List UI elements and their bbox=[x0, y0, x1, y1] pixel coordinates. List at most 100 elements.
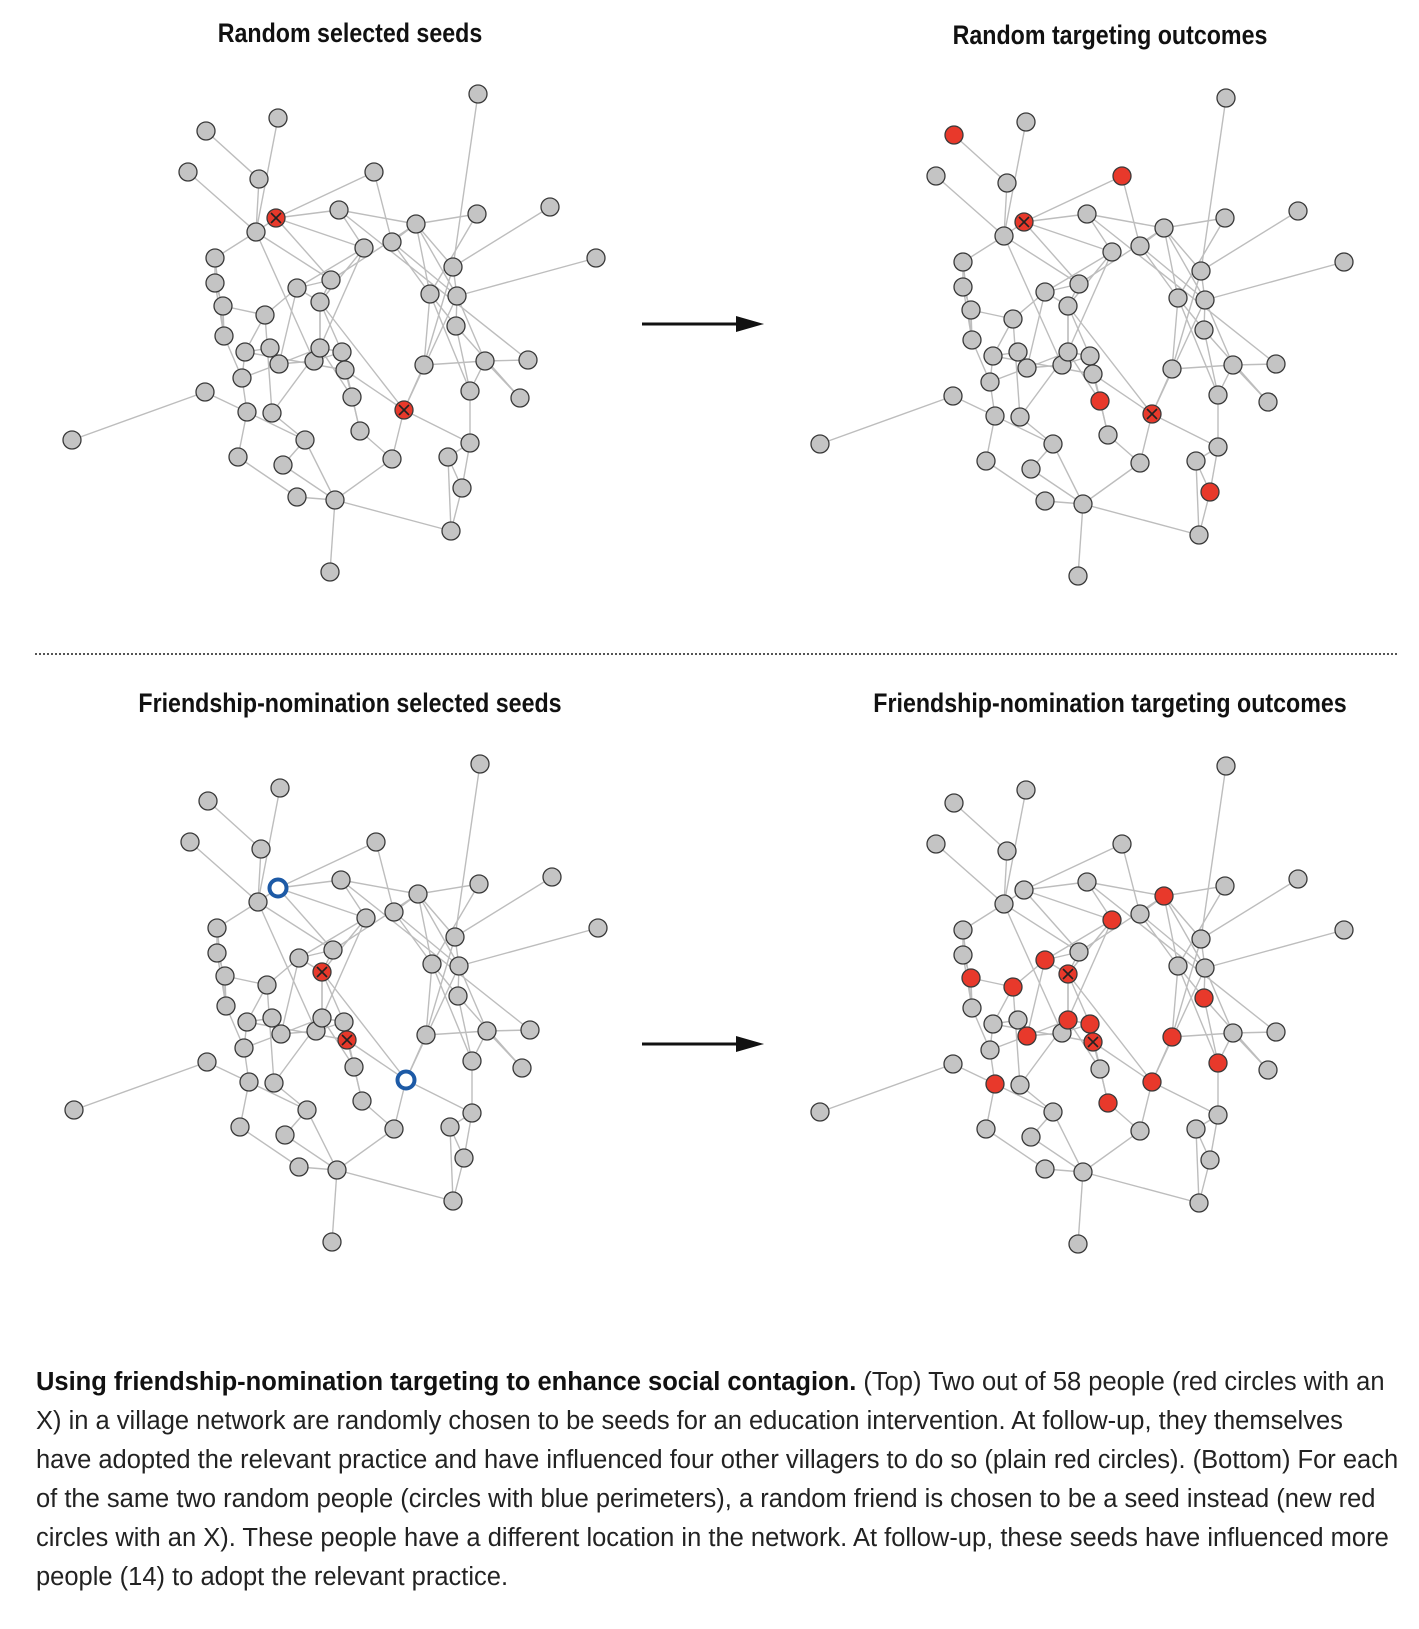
random-outcomes-edge bbox=[1030, 468, 1084, 505]
random-seeds-person-node bbox=[310, 338, 330, 358]
random-outcomes-edge bbox=[985, 460, 1046, 502]
friendship-outcomes-person-node bbox=[943, 1054, 963, 1074]
friendship-outcomes-person-node bbox=[1112, 834, 1132, 854]
friendship-seeds-person-node bbox=[197, 1052, 217, 1072]
random-outcomes-person-node bbox=[1083, 364, 1103, 384]
random-outcomes-person-node bbox=[1010, 407, 1030, 427]
friendship-seeds-person-node bbox=[344, 1057, 364, 1077]
friendship-outcomes-edge bbox=[935, 843, 1005, 905]
random-seeds-edge bbox=[205, 130, 260, 180]
random-seeds-person-node bbox=[287, 487, 307, 507]
friendship-outcomes-person-node bbox=[1010, 1075, 1030, 1095]
random-outcomes-person-node bbox=[983, 346, 1003, 366]
random-seeds-person-node bbox=[382, 232, 402, 252]
friendship-outcomes-person-node bbox=[962, 998, 982, 1018]
random-outcomes-person-node bbox=[810, 434, 830, 454]
friendship-outcomes-adopter-node bbox=[1035, 950, 1055, 970]
random-seeds-person-node bbox=[205, 248, 225, 268]
network-friendship-seeds bbox=[64, 754, 608, 1252]
friendship-outcomes-person-node bbox=[1016, 780, 1036, 800]
random-outcomes-person-node bbox=[1191, 261, 1211, 281]
friendship-outcomes-seed-node bbox=[1083, 1032, 1103, 1052]
random-outcomes-edge bbox=[1003, 235, 1063, 366]
friendship-seeds-person-node bbox=[264, 1073, 284, 1093]
panel-divider bbox=[35, 653, 1397, 655]
random-outcomes-edge bbox=[1023, 213, 1088, 223]
random-outcomes-person-node bbox=[1208, 385, 1228, 405]
random-outcomes-person-node bbox=[1194, 320, 1214, 340]
random-outcomes-edge bbox=[1082, 462, 1141, 505]
random-seeds-edge bbox=[344, 369, 405, 411]
random-seeds-edge bbox=[304, 439, 336, 501]
random-outcomes-edge bbox=[1151, 299, 1206, 415]
friendship-outcomes-edge bbox=[1163, 885, 1226, 897]
random-outcomes-edge bbox=[1086, 213, 1277, 365]
random-seeds-edge bbox=[455, 325, 471, 392]
friendship-outcomes-adopter-node bbox=[985, 1074, 1005, 1094]
random-seeds-person-node bbox=[382, 449, 402, 469]
random-outcomes-person-node bbox=[953, 252, 973, 272]
friendship-outcomes-adopter-node bbox=[1208, 1053, 1228, 1073]
friendship-outcomes-edge bbox=[1195, 1128, 1200, 1204]
random-outcomes-edge bbox=[1023, 175, 1123, 223]
random-outcomes-person-node bbox=[1035, 491, 1055, 511]
friendship-outcomes-edge bbox=[1067, 919, 1113, 975]
random-outcomes-person-node bbox=[994, 226, 1014, 246]
random-seeds-edge bbox=[329, 499, 336, 573]
random-outcomes-edge bbox=[1171, 364, 1234, 370]
caption-heading: Using friendship-nomination targeting to… bbox=[36, 1368, 857, 1396]
random-outcomes-edge bbox=[953, 134, 1008, 184]
network-friendship-outcomes bbox=[810, 756, 1354, 1254]
random-outcomes-person-node bbox=[1130, 236, 1150, 256]
random-seeds-person-node bbox=[447, 286, 467, 306]
friendship-outcomes-edge bbox=[1204, 929, 1345, 969]
random-outcomes-person-node bbox=[1186, 451, 1206, 471]
random-seeds-person-node bbox=[287, 278, 307, 298]
friendship-outcomes-edge bbox=[985, 1128, 1046, 1170]
friendship-seeds-edge bbox=[457, 995, 473, 1062]
random-outcomes-person-node bbox=[1154, 218, 1174, 238]
random-outcomes-edge bbox=[1163, 227, 1179, 299]
friendship-seeds-person-node bbox=[271, 1024, 291, 1044]
network-random-outcomes bbox=[810, 88, 1354, 586]
friendship-seeds-edge bbox=[425, 963, 433, 1036]
friendship-seeds-person-node bbox=[440, 1117, 460, 1137]
friendship-outcomes-edge bbox=[1086, 881, 1165, 897]
random-outcomes-person-node bbox=[1334, 252, 1354, 272]
friendship-seeds-edge bbox=[458, 965, 488, 1032]
right-arrow-icon-bottom bbox=[642, 1036, 764, 1052]
friendship-seeds-person-node bbox=[477, 1021, 497, 1041]
friendship-seeds-edge bbox=[336, 1169, 454, 1202]
random-seeds-person-node bbox=[268, 108, 288, 128]
friendship-outcomes-edge bbox=[819, 1063, 954, 1113]
friendship-outcomes-edge bbox=[1077, 1171, 1084, 1245]
friendship-seeds-person-node bbox=[297, 1100, 317, 1120]
caption-body: (Top) Two out of 58 people (red circles … bbox=[36, 1368, 1399, 1591]
random-seeds-person-node bbox=[510, 388, 530, 408]
random-seeds-person-node bbox=[237, 402, 257, 422]
random-seeds-edge bbox=[423, 293, 431, 366]
random-outcomes-person-node bbox=[1195, 290, 1215, 310]
friendship-outcomes-person-node bbox=[1021, 1127, 1041, 1147]
friendship-seeds-edge bbox=[239, 1126, 300, 1168]
random-seeds-person-node bbox=[269, 354, 289, 374]
friendship-outcomes-adopter-node bbox=[961, 968, 981, 988]
random-seeds-person-node bbox=[518, 350, 538, 370]
friendship-seeds-edge bbox=[73, 1061, 208, 1111]
friendship-seeds-person-node bbox=[207, 943, 227, 963]
friendship-seeds-person-node bbox=[331, 870, 351, 890]
friendship-outcomes-edge bbox=[1044, 919, 1113, 961]
friendship-seeds-edge bbox=[266, 984, 275, 1084]
random-outcomes-edge bbox=[1171, 297, 1179, 370]
random-seeds-edge bbox=[71, 391, 206, 441]
random-seeds-edge bbox=[319, 301, 405, 411]
random-seeds-edge bbox=[452, 93, 479, 268]
friendship-outcomes-edge bbox=[1171, 1032, 1234, 1038]
friendship-seeds-edge bbox=[340, 879, 419, 895]
random-seeds-edge bbox=[334, 499, 452, 532]
friendship-seeds-edge bbox=[257, 901, 317, 1032]
random-seeds-person-node bbox=[586, 248, 606, 268]
friendship-seeds-person-node bbox=[327, 1160, 347, 1180]
random-seeds-person-node bbox=[438, 447, 458, 467]
friendship-seeds-person-node bbox=[469, 874, 489, 894]
